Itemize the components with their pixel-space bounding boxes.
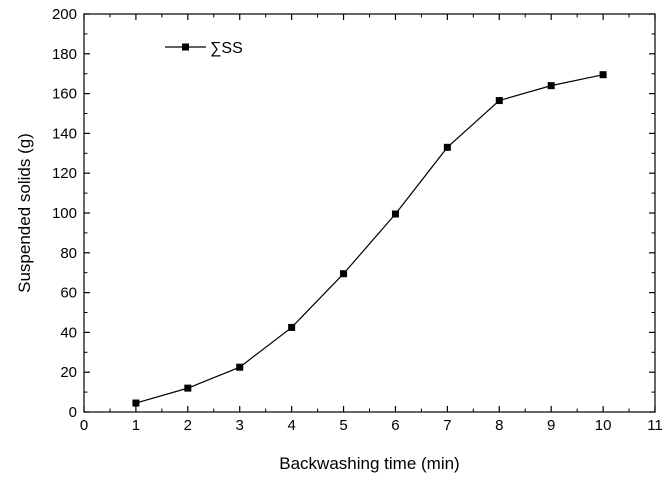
x-tick-label: 3 xyxy=(236,417,244,434)
data-point-marker xyxy=(599,71,607,79)
y-tick-label: 160 xyxy=(52,86,77,103)
data-point-marker xyxy=(443,143,451,151)
data-point-marker xyxy=(132,399,140,407)
data-point-marker xyxy=(236,363,244,371)
y-tick-label: 180 xyxy=(52,46,77,63)
y-tick-label: 20 xyxy=(60,364,77,381)
data-point-marker xyxy=(495,97,503,105)
plot-frame xyxy=(83,13,656,413)
x-tick-label: 1 xyxy=(132,417,140,434)
series-line xyxy=(135,74,604,404)
y-axis-title: Suspended solids (g) xyxy=(15,133,34,293)
x-tick-label: 0 xyxy=(80,417,88,434)
y-tick-label: 200 xyxy=(52,6,77,23)
data-point-marker xyxy=(184,384,192,392)
x-tick-label: 9 xyxy=(547,417,555,434)
data-point-marker xyxy=(340,270,348,278)
y-tick-label: 60 xyxy=(60,285,77,302)
x-tick-label: 11 xyxy=(647,417,663,434)
y-tick-label: 120 xyxy=(52,165,77,182)
legend-label: ∑SS xyxy=(210,40,243,57)
x-tick-label: 2 xyxy=(184,417,192,434)
x-tick-label: 8 xyxy=(495,417,503,434)
ticks-layer: 0 1 2 3 4 5 6 7 8 9 10 11 0 20 40 60 80 100 120 140 160 180 20… xyxy=(52,6,663,434)
x-tick-label: 6 xyxy=(391,417,399,434)
y-tick-label: 0 xyxy=(69,404,77,421)
legend: ∑SS xyxy=(165,40,243,57)
series-layer xyxy=(132,71,607,407)
legend-square-marker-icon xyxy=(182,43,189,51)
data-point-marker xyxy=(288,323,296,331)
x-tick-label: 5 xyxy=(339,417,347,434)
x-axis-title: Backwashing time (min) xyxy=(279,454,459,473)
x-tick-label: 10 xyxy=(595,417,612,434)
y-tick-label: 40 xyxy=(60,324,77,341)
x-tick-label: 7 xyxy=(443,417,451,434)
y-tick-label: 140 xyxy=(52,125,77,142)
data-point-marker xyxy=(391,210,399,218)
y-tick-label: 100 xyxy=(52,205,77,222)
x-tick-label: 4 xyxy=(287,417,295,434)
data-point-marker xyxy=(547,82,555,90)
y-tick-label: 80 xyxy=(60,245,77,262)
